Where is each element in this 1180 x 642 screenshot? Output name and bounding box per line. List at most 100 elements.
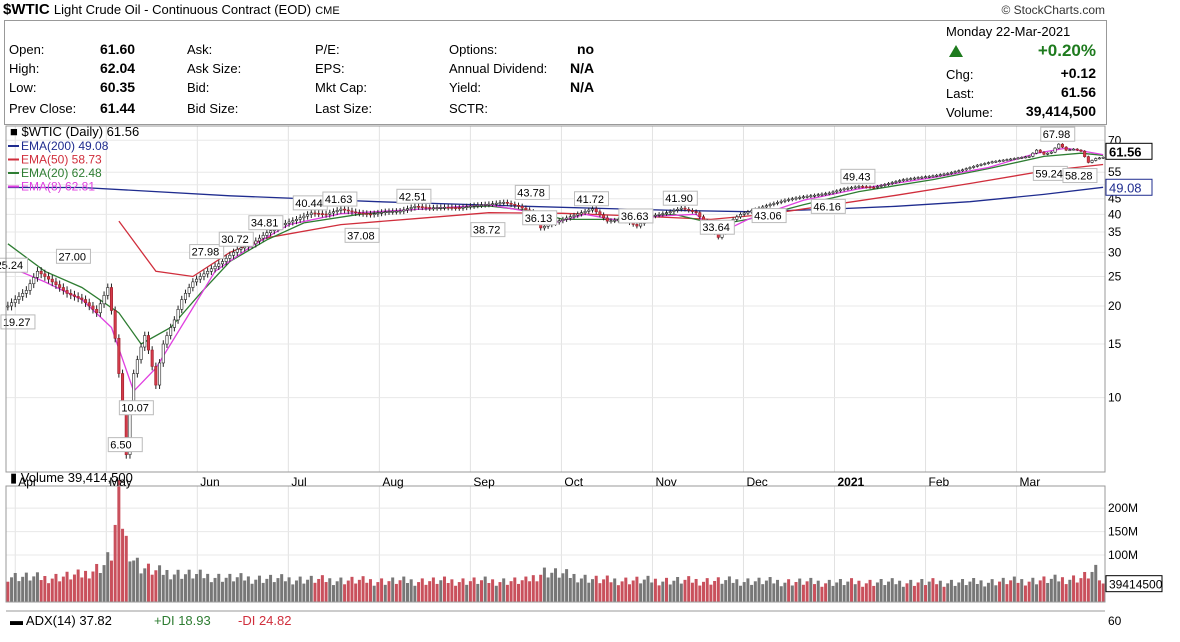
- volume-bar: [387, 581, 391, 602]
- volume-bar: [1038, 580, 1042, 602]
- candle-body: [357, 212, 361, 214]
- candle-body: [306, 214, 310, 217]
- volume-bar: [868, 579, 872, 602]
- candle-body: [343, 208, 347, 211]
- candle-body: [594, 208, 598, 213]
- volume-tick-label: 100M: [1108, 548, 1138, 562]
- volume-bar: [294, 580, 298, 602]
- candle-body: [32, 277, 36, 285]
- candle-body: [309, 212, 313, 215]
- candle-body: [542, 225, 546, 229]
- volume-bar: [824, 583, 828, 602]
- volume-bar: [994, 585, 998, 602]
- price-label-box: [522, 210, 558, 226]
- volume-bar: [990, 579, 994, 602]
- volume-bar: [1001, 577, 1005, 602]
- candle-body: [509, 203, 513, 205]
- candle-body: [579, 212, 583, 215]
- price-label-box: [344, 227, 380, 243]
- volume-bar: [439, 580, 443, 602]
- candle-body: [524, 207, 528, 211]
- volume-bar: [505, 584, 509, 602]
- candle-body: [787, 199, 791, 201]
- volume-bar: [924, 585, 928, 602]
- candle-body: [1083, 150, 1087, 157]
- volume-bar: [1012, 576, 1016, 602]
- month-label: Jul: [291, 475, 306, 489]
- volume-bar: [1042, 576, 1046, 602]
- candle-body: [587, 209, 591, 212]
- candle-body: [1079, 149, 1083, 152]
- volume-bar: [1005, 584, 1009, 602]
- price-label: 40.44: [295, 198, 323, 210]
- volume-bar: [1101, 583, 1105, 602]
- volume-bar: [776, 579, 780, 602]
- volume-bar: [250, 583, 254, 602]
- candle-body: [972, 166, 976, 168]
- candle-body: [139, 346, 143, 360]
- up-triangle-icon: [949, 45, 963, 57]
- volume-bar: [1079, 578, 1083, 602]
- candle-body: [106, 287, 110, 296]
- volume-bar: [54, 573, 58, 602]
- candle-body: [135, 359, 139, 374]
- candle-body: [43, 273, 47, 277]
- price-label-box: [514, 184, 550, 200]
- volume-bar: [391, 577, 395, 602]
- candle-body: [894, 181, 898, 183]
- candle-body: [368, 213, 372, 216]
- price-label: 42.51: [399, 191, 427, 203]
- price-label: 58.28: [1065, 171, 1093, 183]
- volume-value: 39,414,500: [1025, 103, 1096, 119]
- volume-bar: [731, 582, 735, 602]
- pe-label: P/E:: [315, 42, 340, 57]
- volume-bar: [598, 583, 602, 602]
- volume-bar: [554, 568, 557, 602]
- symbol: $WTIC: [3, 1, 50, 18]
- candle-body: [898, 180, 902, 182]
- price-label: 37.08: [347, 230, 375, 242]
- brand-watermark[interactable]: © StockCharts.com: [1001, 3, 1105, 17]
- price-tick-label: 55: [1108, 165, 1122, 179]
- price-label: 30.72: [221, 234, 249, 246]
- volume-bar: [742, 582, 746, 602]
- candle-body: [69, 293, 73, 296]
- volume-bar: [1057, 581, 1061, 602]
- candle-body: [916, 177, 920, 179]
- candle-body: [912, 177, 916, 180]
- volume-bar: [1094, 564, 1098, 602]
- yield-value: N/A: [570, 79, 595, 95]
- dividend-value: N/A: [570, 60, 595, 76]
- candle-body: [698, 212, 702, 218]
- candle-body: [746, 211, 750, 214]
- volume-bar: [187, 569, 191, 602]
- volume-bar: [39, 580, 43, 602]
- candle-body: [635, 224, 639, 227]
- candle-body: [827, 192, 831, 195]
- volume-bar: [1009, 580, 1013, 602]
- price-label: 43.78: [517, 187, 545, 199]
- candle-body: [768, 204, 772, 206]
- month-label: 2021: [838, 475, 865, 489]
- eps-label: EPS:: [315, 61, 345, 76]
- volume-bar: [394, 583, 398, 602]
- volume-bar: [912, 585, 916, 602]
- candle-body: [779, 200, 783, 203]
- ask-size-label: Ask Size:: [187, 61, 242, 76]
- price-label: 46.16: [813, 201, 841, 213]
- volume-bar: [890, 578, 894, 602]
- price-label-box: [322, 191, 358, 207]
- candle-body: [465, 206, 469, 208]
- candle-body: [91, 305, 95, 310]
- volume-bar: [650, 582, 654, 602]
- candle-body: [346, 209, 350, 212]
- candle-body: [354, 211, 358, 214]
- candle-body: [372, 213, 376, 215]
- price-label-box: [118, 400, 154, 416]
- candle-body: [668, 211, 672, 213]
- month-label: Dec: [746, 475, 767, 489]
- volume-bar: [679, 583, 683, 602]
- volume-bar: [901, 586, 905, 602]
- volume-tick-label: 150M: [1108, 525, 1138, 539]
